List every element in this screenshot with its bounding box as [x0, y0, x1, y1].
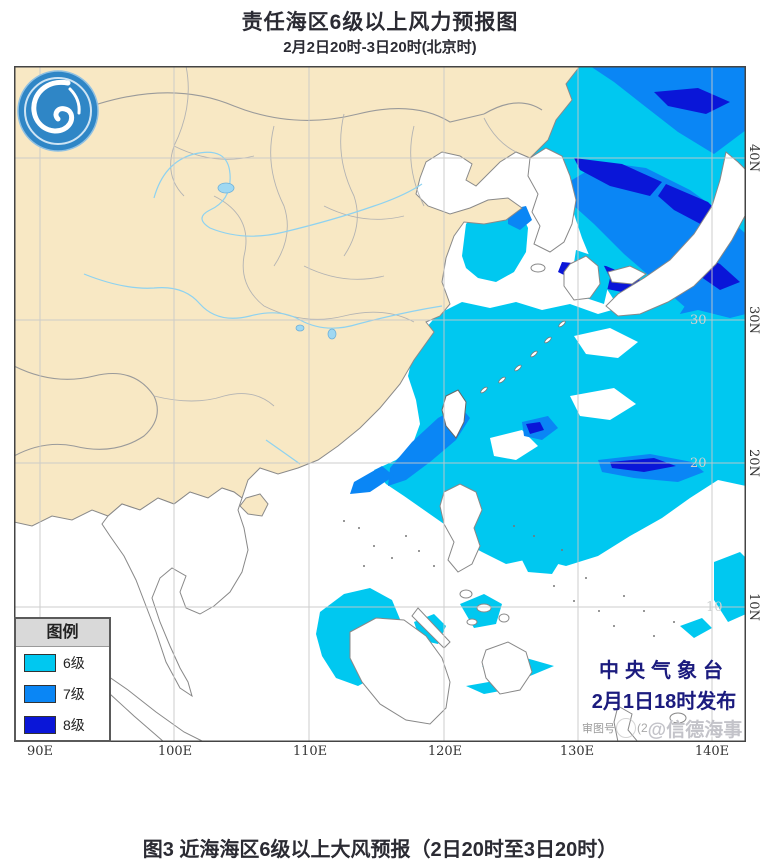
- cma-logo: [16, 69, 100, 153]
- legend-row-level7: 7级: [16, 678, 109, 709]
- level8-swatch: [24, 715, 56, 734]
- issuer-agency: 中央气象台: [599, 660, 729, 682]
- issuer-block: 中央气象台 2月1日18时发布: [580, 654, 746, 714]
- lon-label-140e: 140E: [694, 744, 730, 759]
- island-lands: [95, 147, 746, 742]
- lakes-layer: [217, 182, 337, 340]
- island-dots: [480, 320, 566, 394]
- lat-label-10n: 10N: [746, 593, 760, 621]
- inner-label-10: 10: [706, 600, 723, 615]
- lat-label-40n: 40N: [746, 144, 760, 172]
- level6-swatch: [24, 653, 56, 672]
- map-canvas: 30 20 10: [14, 66, 746, 742]
- legend-row-level8: 8级: [16, 709, 109, 740]
- page-subtitle: 2月2日20时-3日20时(北京时): [283, 39, 477, 56]
- issuer-time: 2月1日18时发布: [591, 691, 737, 713]
- map-license-text: 审图号: [582, 723, 615, 735]
- legend-row-level6: 6级: [16, 647, 109, 678]
- legend-box: 图例 6级 7级 8级: [14, 617, 111, 742]
- reef-specks: [343, 520, 675, 637]
- level7-label: 7级: [63, 685, 85, 702]
- lon-label-130e: 130E: [559, 744, 595, 759]
- wind-level8-south-layer: [526, 422, 676, 472]
- map-frame: [14, 66, 746, 742]
- inner-label-30: 30: [690, 313, 707, 328]
- inner-lat-labels: 30 20 10: [690, 313, 723, 615]
- watermark-stamp-icon: [616, 718, 636, 738]
- wind-forecast-map: 30 20 10 图例 6级: [14, 66, 746, 742]
- map-license-fragment: (2: [637, 721, 648, 735]
- lon-label-100e: 100E: [157, 744, 193, 759]
- legend-header: 图例: [16, 619, 109, 647]
- watermark-row: 审图号 (2 @信德海事: [582, 716, 746, 741]
- lat-label-30n: 30N: [746, 306, 760, 334]
- level6-label: 6级: [63, 654, 85, 671]
- level8-label: 8级: [63, 716, 85, 733]
- watermark-credit: @信德海事: [647, 719, 743, 741]
- page-title: 责任海区6级以上风力预报图: [241, 11, 519, 34]
- inner-label-20: 20: [690, 456, 707, 471]
- lat-label-20n: 20N: [746, 449, 760, 477]
- cma-logo-icon: [17, 70, 99, 152]
- level7-swatch: [24, 684, 56, 703]
- lon-label-110e: 110E: [292, 744, 328, 759]
- lon-label-90e: 90E: [26, 744, 54, 759]
- figure-caption: 图3 近海海区6级以上大风预报（2日20时至3日20时）: [142, 839, 618, 861]
- lon-label-120e: 120E: [427, 744, 463, 759]
- sea-gaps-layer: [490, 328, 638, 460]
